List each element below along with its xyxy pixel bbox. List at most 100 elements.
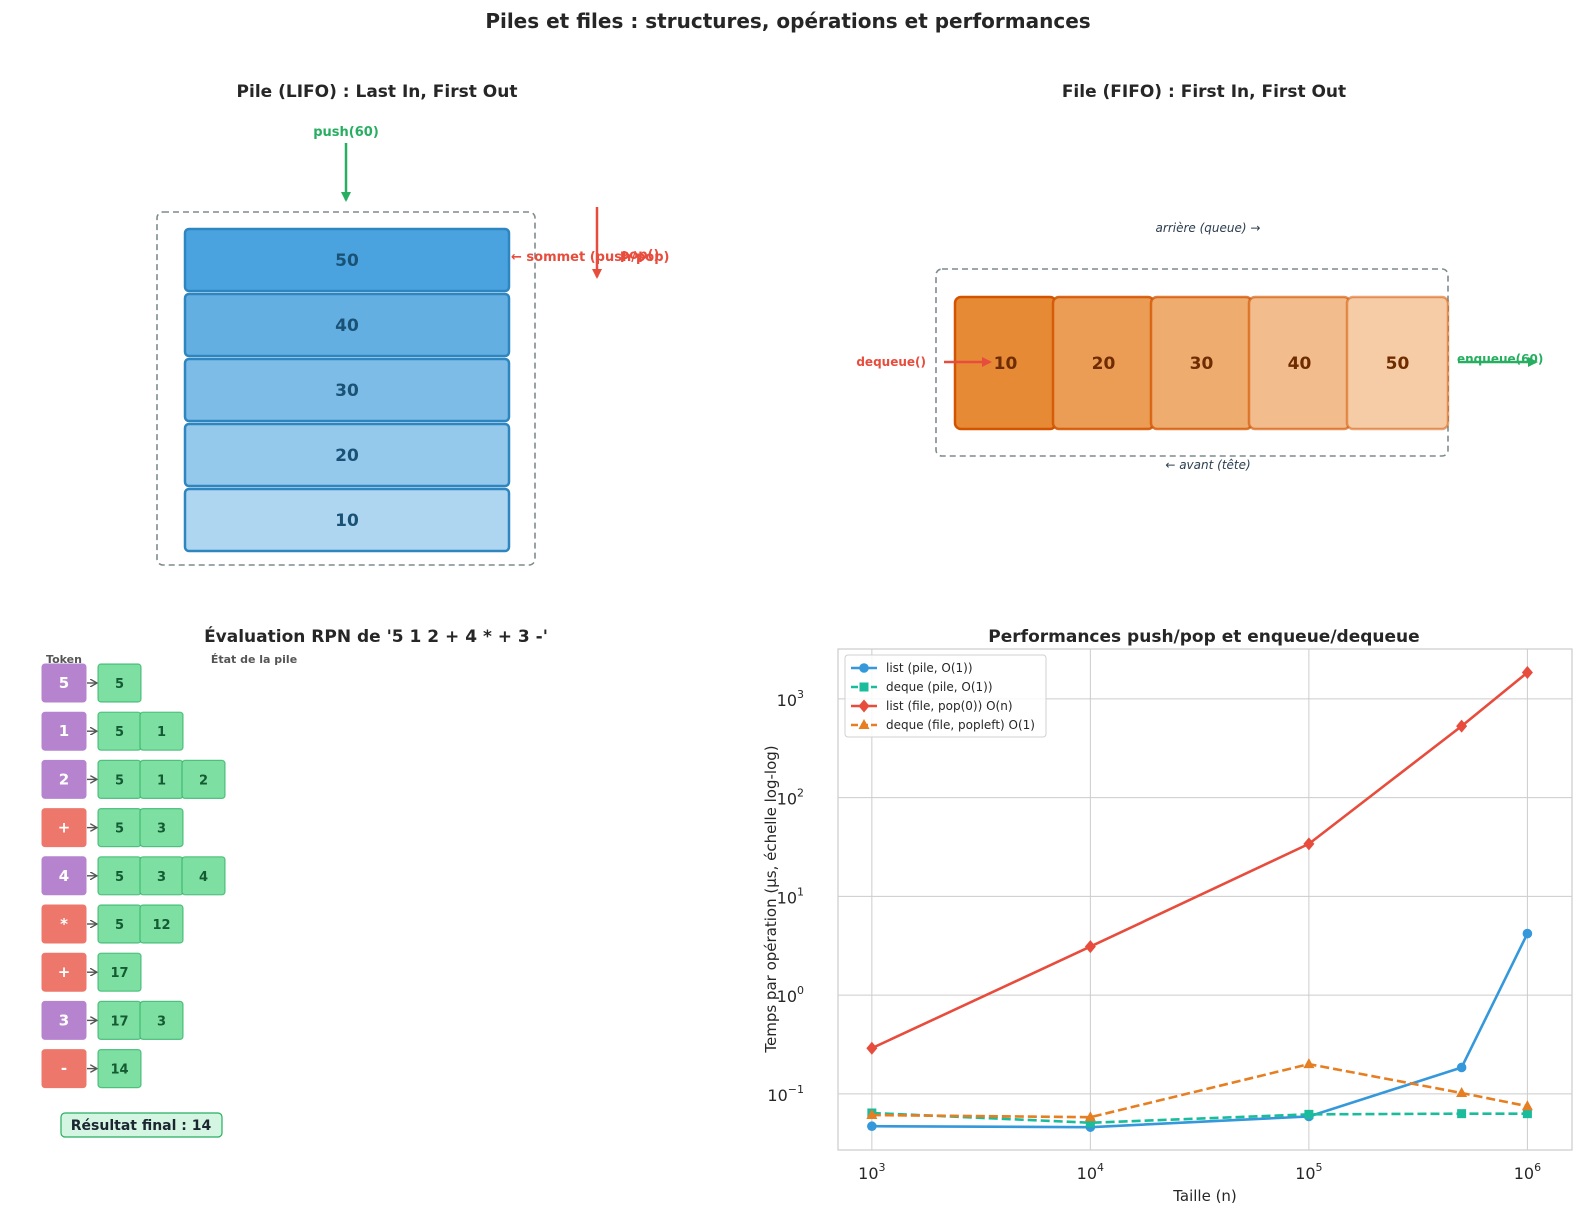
- queue-container: [935, 268, 1449, 457]
- rpn-stack-value: 5: [115, 822, 124, 837]
- rpn-stack-value: 5: [115, 725, 124, 740]
- pop-label: pop(): [620, 248, 659, 263]
- legend-marker: [859, 663, 869, 673]
- rpn-stack-cell: [181, 856, 226, 896]
- stack-item-label: 30: [335, 381, 359, 401]
- queue-front-label: ← avant (tête): [1165, 458, 1250, 472]
- stack-panel: Pile (LIFO) : Last In, First Out push(60…: [156, 82, 669, 566]
- x-tick-label: 104: [1077, 1161, 1104, 1183]
- rpn-token: -: [61, 1060, 67, 1078]
- legend-marker: [858, 719, 870, 729]
- y-tick-label: 102: [777, 787, 804, 809]
- rpn-panel: Évaluation RPN de '5 1 2 + 4 * + 3 -' To…: [41, 625, 548, 1138]
- rpn-token-box: [41, 952, 87, 992]
- data-point: [1521, 1100, 1533, 1111]
- stack-item: [183, 422, 511, 488]
- y-tick-label: 100: [777, 984, 804, 1006]
- chart-legend[interactable]: list (pile, O(1)) deque (pile, O(1)) list …: [844, 654, 1047, 738]
- rpn-stack-header: État de la pile: [211, 653, 297, 666]
- chart-xlabel: Taille (n): [1172, 1187, 1237, 1205]
- stack-panel-title: Pile (LIFO) : Last In, First Out: [237, 82, 518, 102]
- rpn-stack-value: 3: [157, 870, 166, 885]
- stack-item: [183, 487, 511, 553]
- series-2: [866, 665, 1533, 1055]
- rpn-stack-value: 5: [115, 677, 124, 692]
- rpn-stack-value: 3: [157, 1014, 166, 1029]
- push-label: push(60): [313, 125, 379, 140]
- chart-series: [866, 665, 1533, 1132]
- y-tick-label: 10−1: [767, 1083, 804, 1105]
- y-tick-label: 101: [777, 885, 804, 907]
- rpn-stack-value: 1: [157, 725, 166, 740]
- legend-box: [844, 654, 1047, 738]
- rpn-token-box: [41, 856, 87, 896]
- figure-title: Piles et files : structures, opérations …: [485, 9, 1090, 33]
- dequeue-label: dequeue(): [856, 355, 926, 369]
- stack-container: [156, 211, 536, 566]
- rpn-stack-cell: [139, 904, 184, 944]
- data-point: [1303, 1058, 1315, 1069]
- rpn-token-box: [41, 663, 87, 703]
- stack-item: [183, 292, 511, 358]
- queue-rear-label: arrière (queue) →: [1156, 221, 1261, 235]
- stack-items: 50 40 30 20 10: [183, 227, 511, 553]
- legend-item[interactable]: list (pile, O(1)): [851, 661, 973, 675]
- rpn-panel-title: Évaluation RPN de '5 1 2 + 4 * + 3 -': [204, 625, 548, 647]
- rpn-token: 2: [59, 770, 69, 788]
- queue-panel-title: File (FIFO) : First In, First Out: [1062, 82, 1346, 102]
- rpn-token-header: Token: [46, 653, 82, 666]
- queue-item-label: 50: [1386, 354, 1410, 374]
- rpn-token: 3: [59, 1011, 69, 1029]
- rpn-token: +: [58, 819, 71, 837]
- legend-label: deque (pile, O(1)): [886, 680, 993, 694]
- legend-marker: [858, 699, 870, 713]
- rpn-token-box: [41, 1000, 87, 1040]
- stack-item-label: 10: [335, 511, 359, 531]
- legend-item[interactable]: deque (file, popleft) O(1): [851, 718, 1035, 732]
- stack-item-label: 20: [335, 446, 359, 466]
- data-point: [1304, 1109, 1314, 1119]
- x-tick-label: 103: [858, 1161, 885, 1183]
- data-point: [1457, 1109, 1467, 1119]
- data-point: [1303, 837, 1315, 851]
- rpn-token: 4: [59, 867, 69, 885]
- chart-ticks: 103 104 105 106 10−1 100 101 102 103: [767, 688, 1541, 1183]
- rpn-stack-value: 1: [157, 773, 166, 788]
- enqueue-label: enqueue(60): [1457, 352, 1543, 366]
- stack-item: [183, 357, 511, 423]
- data-point: [1522, 928, 1533, 939]
- legend-item[interactable]: list (file, pop(0)) O(n): [851, 699, 1013, 713]
- stack-top-label: ← sommet (push/pop): [511, 250, 669, 265]
- rpn-result-label: Résultat final : 14: [71, 1118, 212, 1134]
- queue-panel: File (FIFO) : First In, First Out arrièr…: [856, 82, 1543, 472]
- rpn-stack-value: 12: [152, 918, 170, 933]
- legend-item[interactable]: deque (pile, O(1)): [851, 680, 993, 694]
- legend-label: list (file, pop(0)) O(n): [886, 699, 1013, 713]
- rpn-steps: 5 51 5 12 5 1 2+ 5 34 5 3 4* 5 12+ 173 17 3- 14: [41, 663, 226, 1089]
- performance-chart: Performances push/pop et enqueue/dequeue…: [762, 627, 1573, 1205]
- x-tick-label: 105: [1295, 1161, 1322, 1183]
- rpn-token: 5: [59, 674, 69, 692]
- rpn-stack-cell: [139, 1000, 184, 1041]
- rpn-stack-value: 5: [115, 773, 124, 788]
- legend-label: list (pile, O(1)): [886, 661, 973, 675]
- rpn-stack-value: 4: [199, 870, 208, 885]
- rpn-stack-cell: [139, 807, 184, 848]
- queue-item-label: 30: [1190, 354, 1214, 374]
- rpn-token: 1: [59, 722, 69, 740]
- rpn-result-box: [60, 1112, 223, 1138]
- rpn-token-box: [41, 1049, 87, 1089]
- rpn-stack-cell: [139, 711, 184, 751]
- rpn-stack-value: 5: [115, 918, 124, 933]
- stack-item-label: 50: [335, 251, 359, 271]
- rpn-stack-value: 14: [110, 1063, 128, 1078]
- rpn-stack-value: 17: [110, 966, 128, 981]
- stack-item: [183, 227, 511, 293]
- data-point: [1522, 1109, 1532, 1119]
- data-point: [1084, 1111, 1096, 1122]
- queue-item-label: 10: [994, 354, 1018, 374]
- data-point: [1456, 719, 1468, 733]
- rpn-token: *: [60, 915, 68, 933]
- rpn-stack-cell: [97, 1048, 142, 1089]
- rpn-stack-cell: [97, 952, 142, 992]
